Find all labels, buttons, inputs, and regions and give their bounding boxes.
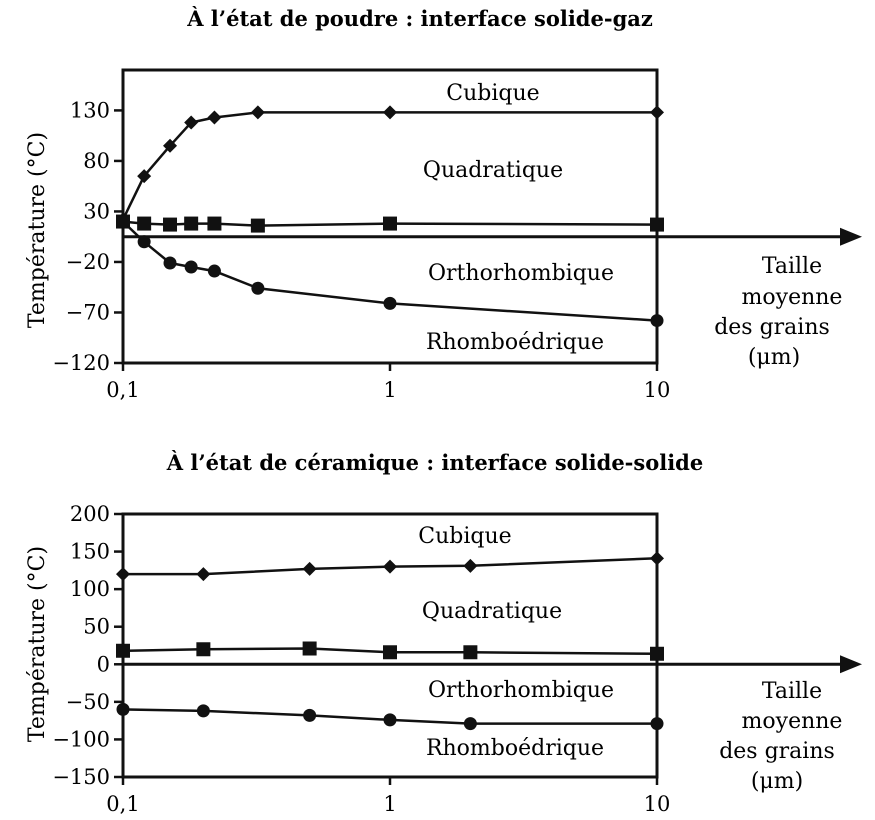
y-tick-label: −150 — [52, 765, 110, 789]
y-tick-label: 100 — [70, 577, 110, 601]
data-point-circle — [196, 704, 210, 718]
data-point-diamond — [650, 551, 664, 566]
y-tick-label: 50 — [83, 615, 110, 639]
x-tick-label: 1 — [383, 378, 396, 402]
y-tick-label: −20 — [66, 250, 110, 274]
data-point-square — [463, 645, 478, 660]
y-axis-label: Température (°C) — [25, 546, 50, 742]
x-tick-label: 10 — [644, 792, 671, 816]
x-tick-label: 1 — [383, 792, 396, 816]
data-point-circle — [137, 235, 151, 249]
data-point-square — [383, 645, 397, 660]
data-point-diamond — [383, 105, 397, 120]
series-line-diamond — [123, 557, 658, 576]
data-point-circle — [116, 215, 130, 229]
x-axis-label-line: des grains — [719, 739, 835, 764]
data-point-square — [196, 642, 211, 657]
data-point-circle — [116, 702, 130, 716]
data-point-diamond — [302, 561, 317, 576]
y-tick-label: 150 — [70, 540, 110, 564]
data-point-diamond — [184, 115, 199, 130]
data-point-square — [383, 216, 397, 231]
x-axis-label-line: moyenne — [742, 709, 843, 734]
data-point-square — [250, 218, 265, 233]
y-tick-label: 0 — [97, 652, 110, 676]
data-point-circle — [303, 708, 317, 722]
y-tick-label: −50 — [66, 690, 110, 714]
chart-title: À l’état de poudre : interface solide-ga… — [186, 6, 653, 31]
x-tick-label: 10 — [644, 378, 671, 402]
phase-label: Orthorhombique — [428, 261, 614, 286]
phase-label: Quadratique — [422, 599, 562, 624]
data-point-square — [207, 216, 222, 231]
y-tick-label: −70 — [66, 300, 110, 324]
x-axis-arrowhead — [840, 655, 862, 674]
phase-label: Orthorhombique — [428, 678, 614, 703]
data-point-diamond — [137, 169, 152, 184]
x-axis-label-line: moyenne — [742, 285, 843, 310]
data-point-diamond — [383, 559, 397, 574]
data-point-diamond — [250, 105, 265, 120]
y-tick-label: −100 — [52, 727, 110, 751]
data-point-square — [137, 216, 152, 231]
y-tick-label: 200 — [70, 502, 110, 526]
x-tick-label: 0,1 — [106, 378, 139, 402]
data-point-circle — [251, 281, 265, 295]
data-point-diamond — [196, 567, 211, 582]
phase-label: Rhomboédrique — [426, 330, 604, 355]
y-tick-label: 80 — [83, 149, 110, 173]
x-axis-label-line: (μm) — [748, 345, 800, 370]
y-tick-label: 30 — [83, 199, 110, 223]
data-point-circle — [650, 314, 664, 328]
data-point-square — [650, 646, 664, 661]
phase-label: Rhomboédrique — [426, 736, 604, 761]
data-point-circle — [463, 717, 477, 731]
data-point-diamond — [463, 558, 478, 573]
data-point-circle — [184, 260, 198, 274]
y-tick-label: 130 — [70, 98, 110, 122]
data-point-square — [163, 217, 178, 232]
x-axis-label-line: Taille — [762, 254, 822, 279]
data-point-square — [116, 643, 130, 658]
data-point-circle — [383, 713, 397, 727]
y-tick-label: −120 — [52, 351, 110, 375]
series-line-diamond — [121, 111, 657, 221]
series-line-circle — [122, 708, 657, 725]
data-point-diamond — [163, 138, 178, 153]
data-point-diamond — [650, 105, 664, 120]
y-axis-label: Température (°C) — [25, 132, 50, 328]
data-point-square — [302, 641, 317, 656]
series-line-square — [122, 647, 658, 656]
phase-label: Quadratique — [423, 158, 563, 183]
data-point-diamond — [207, 110, 222, 125]
data-point-circle — [650, 717, 664, 731]
x-axis-label-line: Taille — [762, 679, 822, 704]
data-point-diamond — [116, 567, 130, 582]
x-axis-label-line: des grains — [714, 315, 830, 340]
phase-label: Cubique — [418, 524, 511, 549]
chart-title: À l’état de céramique : interface solide… — [166, 450, 703, 475]
data-point-circle — [207, 264, 221, 278]
phase-label: Cubique — [446, 81, 539, 106]
data-point-square — [650, 217, 664, 232]
x-tick-label: 0,1 — [106, 792, 139, 816]
data-point-circle — [163, 256, 177, 270]
x-axis-arrowhead — [840, 227, 862, 246]
x-axis-label-line: (μm) — [751, 769, 803, 794]
data-point-square — [184, 216, 199, 231]
data-point-circle — [383, 296, 397, 310]
